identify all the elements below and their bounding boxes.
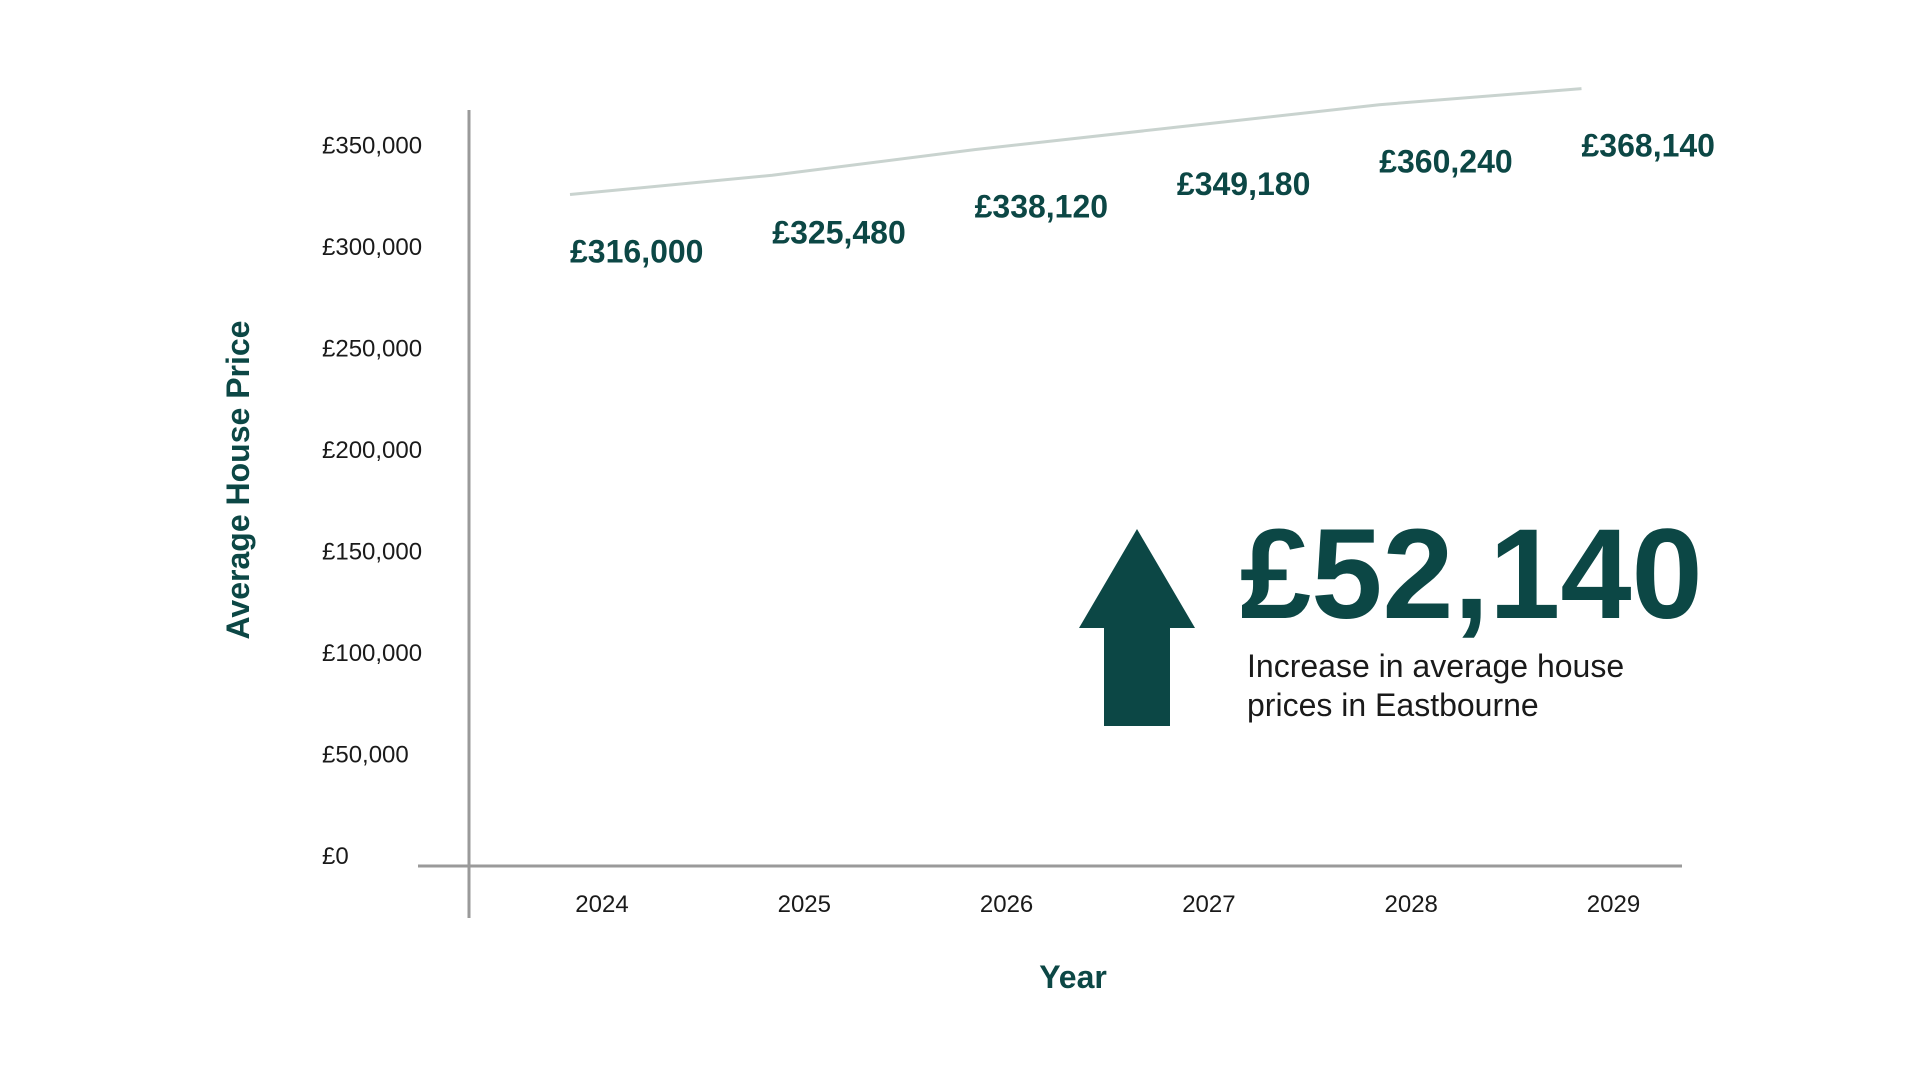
y-tick-label: £0 [322,843,349,870]
y-tick-label: £200,000 [322,437,422,464]
up-arrow-icon [1079,529,1195,726]
x-tick-label: 2029 [1587,891,1640,918]
increase-value: £52,140 [1240,503,1703,646]
y-tick-label: £300,000 [322,234,422,261]
x-tick-label: 2025 [778,891,831,918]
y-tick-label: £50,000 [322,742,409,769]
x-tick-label: 2026 [980,891,1033,918]
y-tick-labels: £0 £50,000 £100,000 £150,000 £200,000 £250,00… [322,133,422,871]
series-line [569,87,1582,197]
x-tick-labels: 2024 2025 2026 2027 2028 2029 [575,891,1640,918]
data-label: £368,140 [1582,128,1715,164]
x-tick-label: 2028 [1385,891,1438,918]
data-label: £338,120 [975,189,1108,225]
x-tick-label: 2027 [1182,891,1235,918]
y-tick-label: £250,000 [322,336,422,363]
y-tick-label: £100,000 [322,640,422,667]
y-tick-label: £150,000 [322,539,422,566]
data-label: £325,480 [772,214,905,250]
increase-description-line-2: prices in Eastbourne [1247,687,1539,723]
increase-callout: £52,140 Increase in average house prices… [1079,503,1703,726]
data-label: £316,000 [570,234,703,270]
data-label: £349,180 [1177,166,1310,202]
y-axis-title: Average House Price [220,321,256,640]
y-tick-label: £350,000 [322,133,422,160]
increase-description-line-1: Increase in average house [1247,648,1624,684]
price-series [569,87,1582,197]
x-axis-title: Year [1039,959,1107,995]
x-tick-label: 2024 [575,891,628,918]
data-labels: £316,000 £325,480 £338,120 £349,180 £360,240… [570,128,1715,270]
data-label: £360,240 [1379,144,1512,180]
